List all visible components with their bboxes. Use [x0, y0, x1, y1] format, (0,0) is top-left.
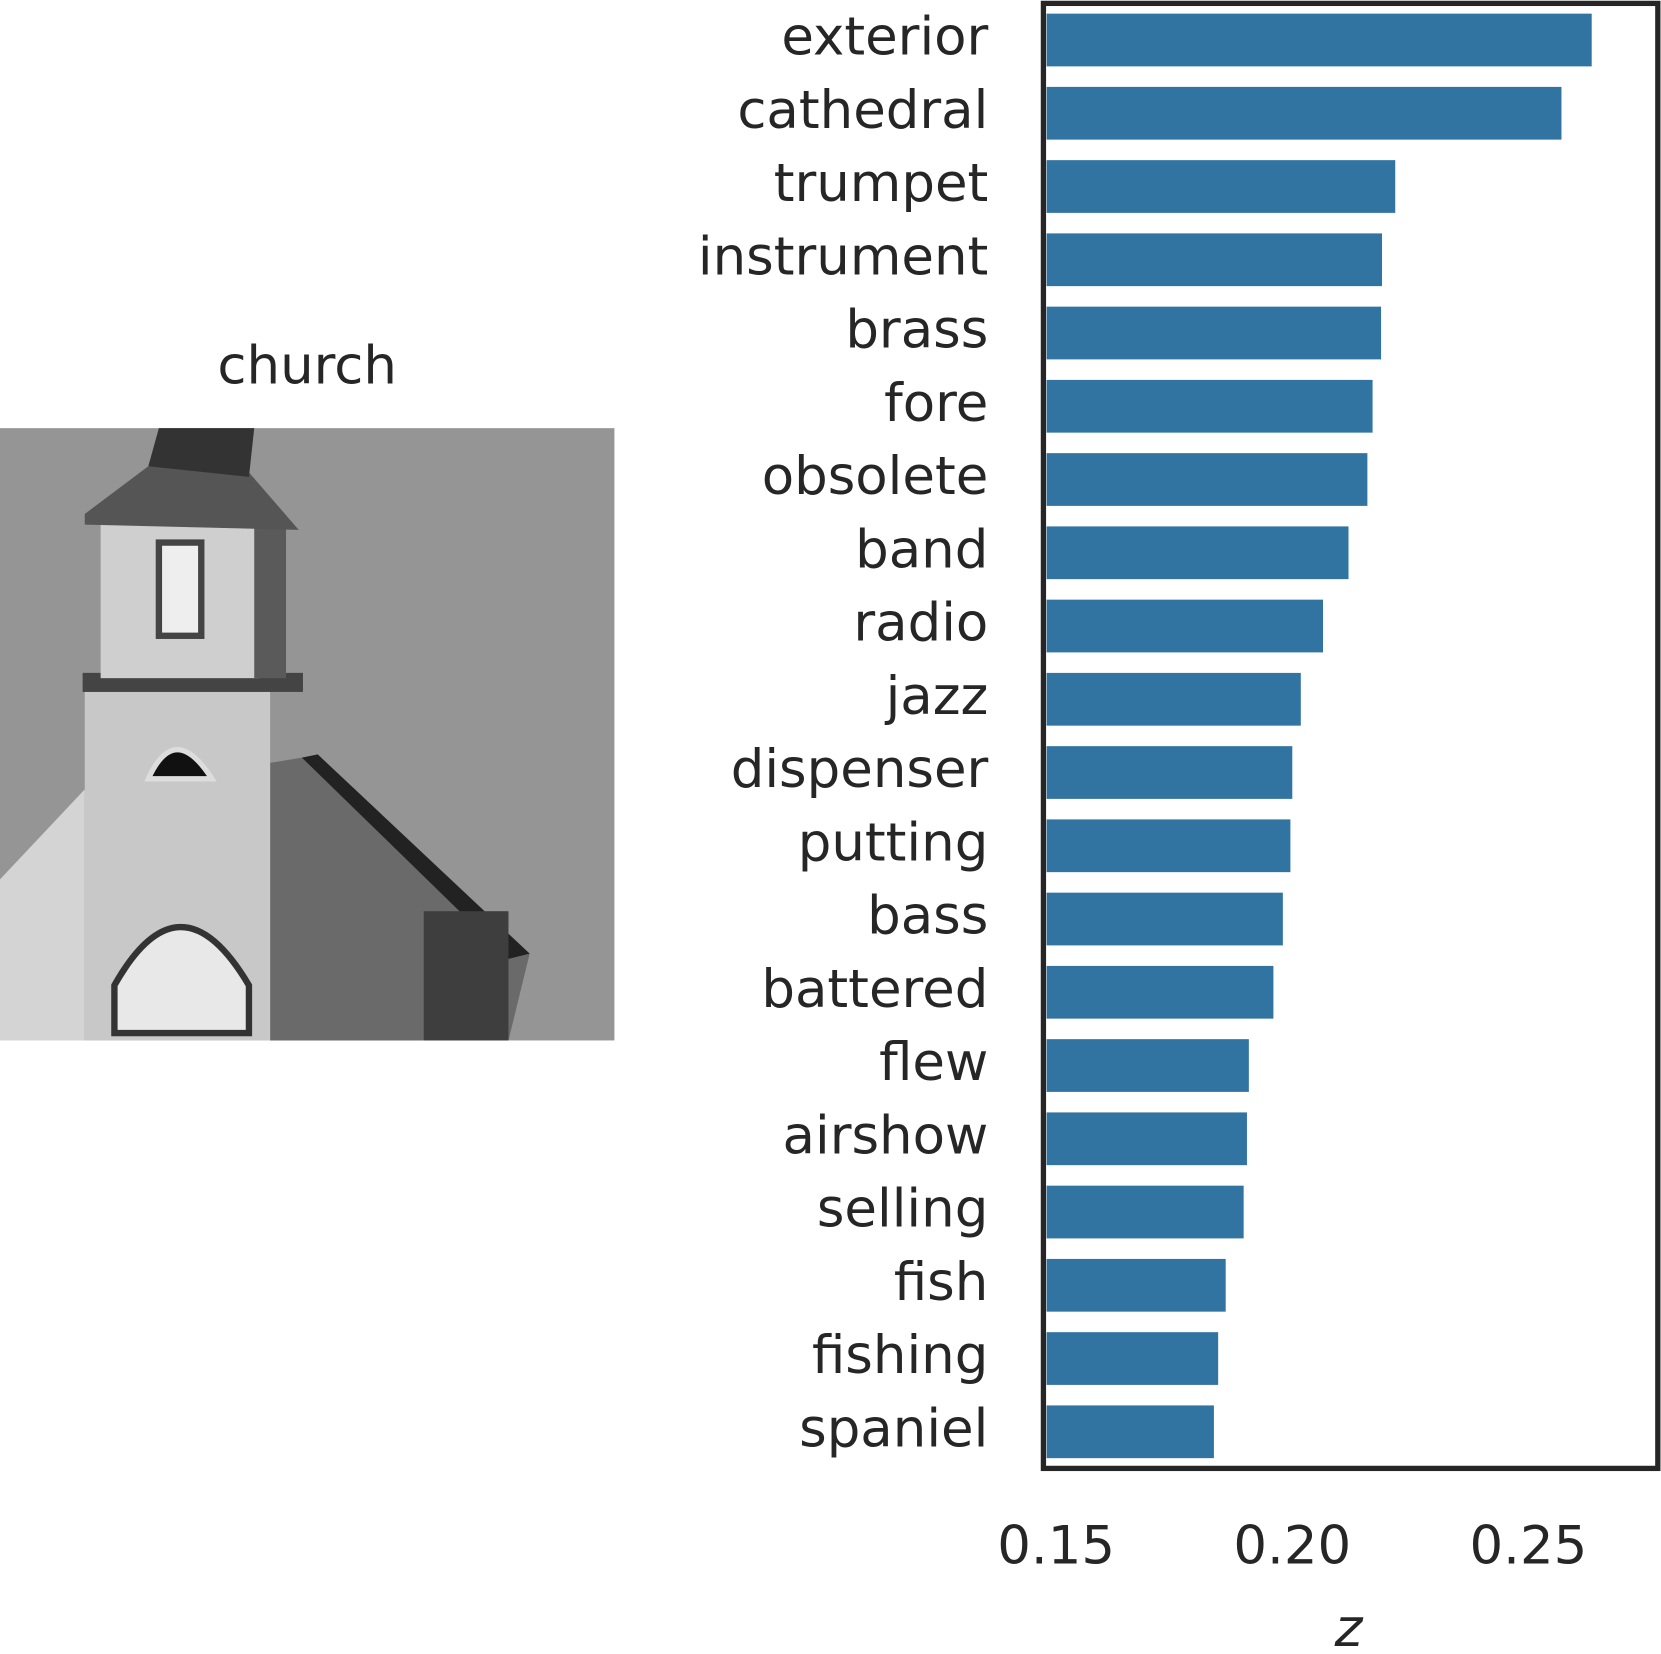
- bar: [1046, 672, 1301, 726]
- y-tick-label: bass: [867, 886, 988, 947]
- bar: [1046, 1332, 1219, 1385]
- bar: [1046, 965, 1274, 1019]
- x-tick-label: 0.25: [1469, 1516, 1587, 1577]
- bar: [1046, 306, 1382, 360]
- y-tick-label: putting: [798, 812, 989, 873]
- bar: [1046, 599, 1323, 653]
- y-tick-label: brass: [845, 300, 988, 361]
- y-tick-label: cathedral: [737, 80, 988, 141]
- y-tick-label: exterior: [781, 7, 988, 68]
- bar: [1046, 453, 1368, 506]
- x-axis-label: z: [1334, 1598, 1364, 1654]
- y-tick-label: flew: [879, 1032, 988, 1093]
- bar: [1046, 1039, 1249, 1092]
- y-tick-label: trumpet: [774, 153, 989, 214]
- bar: [1046, 1405, 1214, 1459]
- y-tick-label: selling: [817, 1179, 988, 1240]
- y-tick-label: jazz: [885, 666, 989, 727]
- y-tick-label: radio: [853, 593, 988, 654]
- y-tick-label: airshow: [783, 1105, 989, 1166]
- x-tick-label: 0.15: [997, 1516, 1115, 1577]
- y-tick-label: fishing: [812, 1325, 988, 1386]
- bar: [1046, 160, 1396, 213]
- bar: [1046, 1112, 1247, 1166]
- x-tick-label: 0.20: [1233, 1516, 1351, 1577]
- bar: [1046, 1258, 1226, 1312]
- bar: [1046, 526, 1349, 580]
- y-tick-label: instrument: [698, 226, 988, 287]
- y-tick-label: spaniel: [799, 1398, 988, 1459]
- bar: [1046, 746, 1293, 799]
- bar: [1046, 819, 1291, 873]
- y-tick-label: band: [855, 519, 988, 580]
- y-tick-label: battered: [761, 959, 988, 1020]
- y-tick-label: fore: [884, 373, 988, 434]
- y-tick-label: fish: [894, 1252, 989, 1313]
- bar: [1046, 233, 1383, 287]
- bar: [1046, 379, 1373, 433]
- bar: [1046, 1185, 1244, 1239]
- bar: [1046, 86, 1562, 140]
- y-tick-label: dispenser: [731, 739, 989, 800]
- image-title: church: [217, 335, 397, 396]
- plot-frame: [1040, 0, 1661, 1472]
- church-photo: [0, 428, 615, 1041]
- bar: [1046, 13, 1592, 67]
- bar: [1046, 892, 1283, 946]
- y-tick-label: obsolete: [762, 446, 989, 507]
